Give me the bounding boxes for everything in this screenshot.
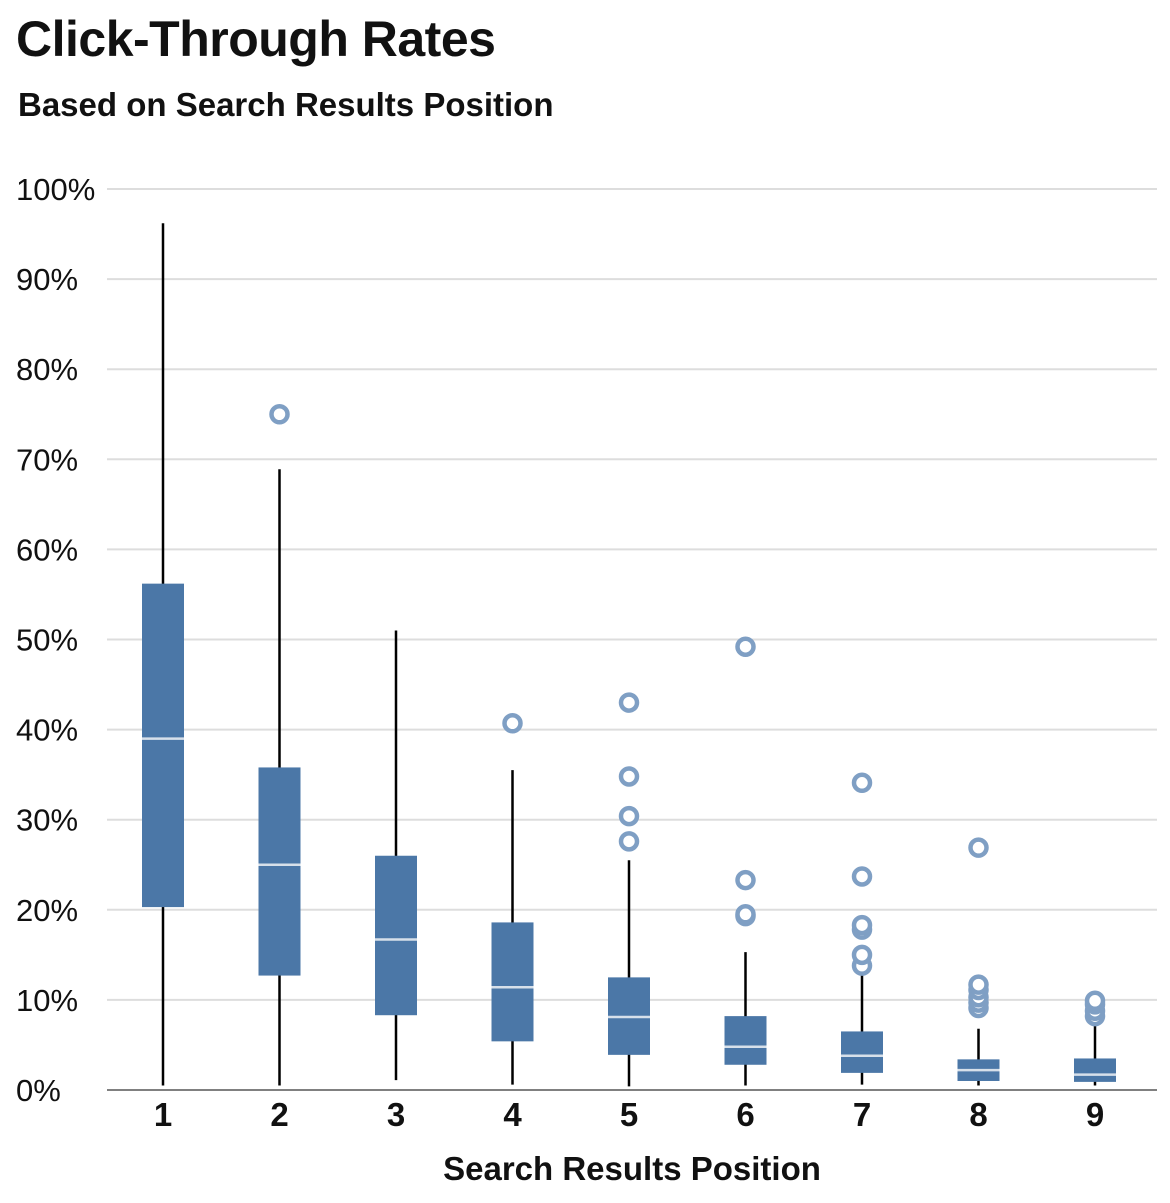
y-tick-label: 30% — [16, 803, 78, 838]
outlier-point — [618, 805, 640, 827]
box-group — [841, 772, 883, 1085]
outlier-point — [618, 766, 640, 787]
box-group — [608, 692, 650, 1087]
outlier-point — [735, 904, 756, 925]
x-tick-label: 7 — [853, 1096, 871, 1133]
box-group — [724, 636, 767, 1086]
box-group — [375, 630, 417, 1081]
outlier-point — [968, 974, 989, 995]
outlier-point — [851, 772, 873, 794]
chart-title: Click-Through Rates — [16, 11, 496, 67]
x-tick-label: 5 — [620, 1096, 638, 1133]
y-tick-label: 90% — [16, 262, 78, 297]
box — [142, 583, 184, 908]
outlier-point — [851, 866, 873, 887]
x-tick-label: 8 — [969, 1096, 987, 1133]
y-tick-label: 80% — [16, 352, 78, 387]
outlier-point — [502, 713, 523, 734]
y-tick-label: 100% — [16, 172, 95, 207]
y-tick-label: 20% — [16, 893, 78, 928]
x-tick-label: 6 — [736, 1096, 754, 1133]
x-tick-label: 1 — [154, 1096, 172, 1133]
box — [491, 922, 534, 1042]
y-axis-tick-labels: 0% 10% 20% 30% 40% 50% 60% 70% 80% 90% 100% — [16, 172, 95, 1108]
y-tick-label: 10% — [16, 983, 78, 1018]
y-tick-label: 40% — [16, 713, 78, 748]
x-tick-label: 4 — [503, 1096, 522, 1133]
outlier-point — [618, 831, 640, 852]
y-tick-label: 70% — [16, 442, 78, 477]
box-group — [491, 713, 534, 1085]
y-tick-label: 50% — [16, 623, 78, 658]
outlier-point — [269, 404, 290, 425]
box — [724, 1016, 767, 1065]
outlier-point — [735, 636, 756, 657]
chart-subtitle: Based on Search Results Position — [18, 86, 554, 123]
x-tick-label: 3 — [387, 1096, 405, 1133]
box-group — [258, 404, 301, 1086]
box — [841, 1031, 883, 1073]
y-tick-label: 0% — [16, 1073, 61, 1108]
x-axis-title: Search Results Position — [443, 1150, 821, 1187]
box — [258, 767, 301, 976]
x-tick-label: 2 — [270, 1096, 288, 1133]
box — [375, 855, 417, 1016]
x-tick-label: 9 — [1086, 1096, 1104, 1133]
outlier-point — [618, 692, 640, 713]
box-group — [957, 837, 1000, 1086]
outlier-point — [968, 837, 989, 858]
box — [1074, 1058, 1116, 1082]
outlier-point — [851, 914, 873, 936]
x-axis-tick-labels: 1 2 3 4 5 6 7 8 9 — [154, 1096, 1104, 1133]
outlier-point — [851, 944, 873, 966]
box-group — [142, 223, 184, 1086]
y-tick-label: 60% — [16, 532, 78, 567]
box-group — [1074, 990, 1116, 1086]
outlier-point — [1084, 990, 1106, 1012]
boxes — [142, 223, 1116, 1087]
outlier-point — [735, 869, 756, 891]
